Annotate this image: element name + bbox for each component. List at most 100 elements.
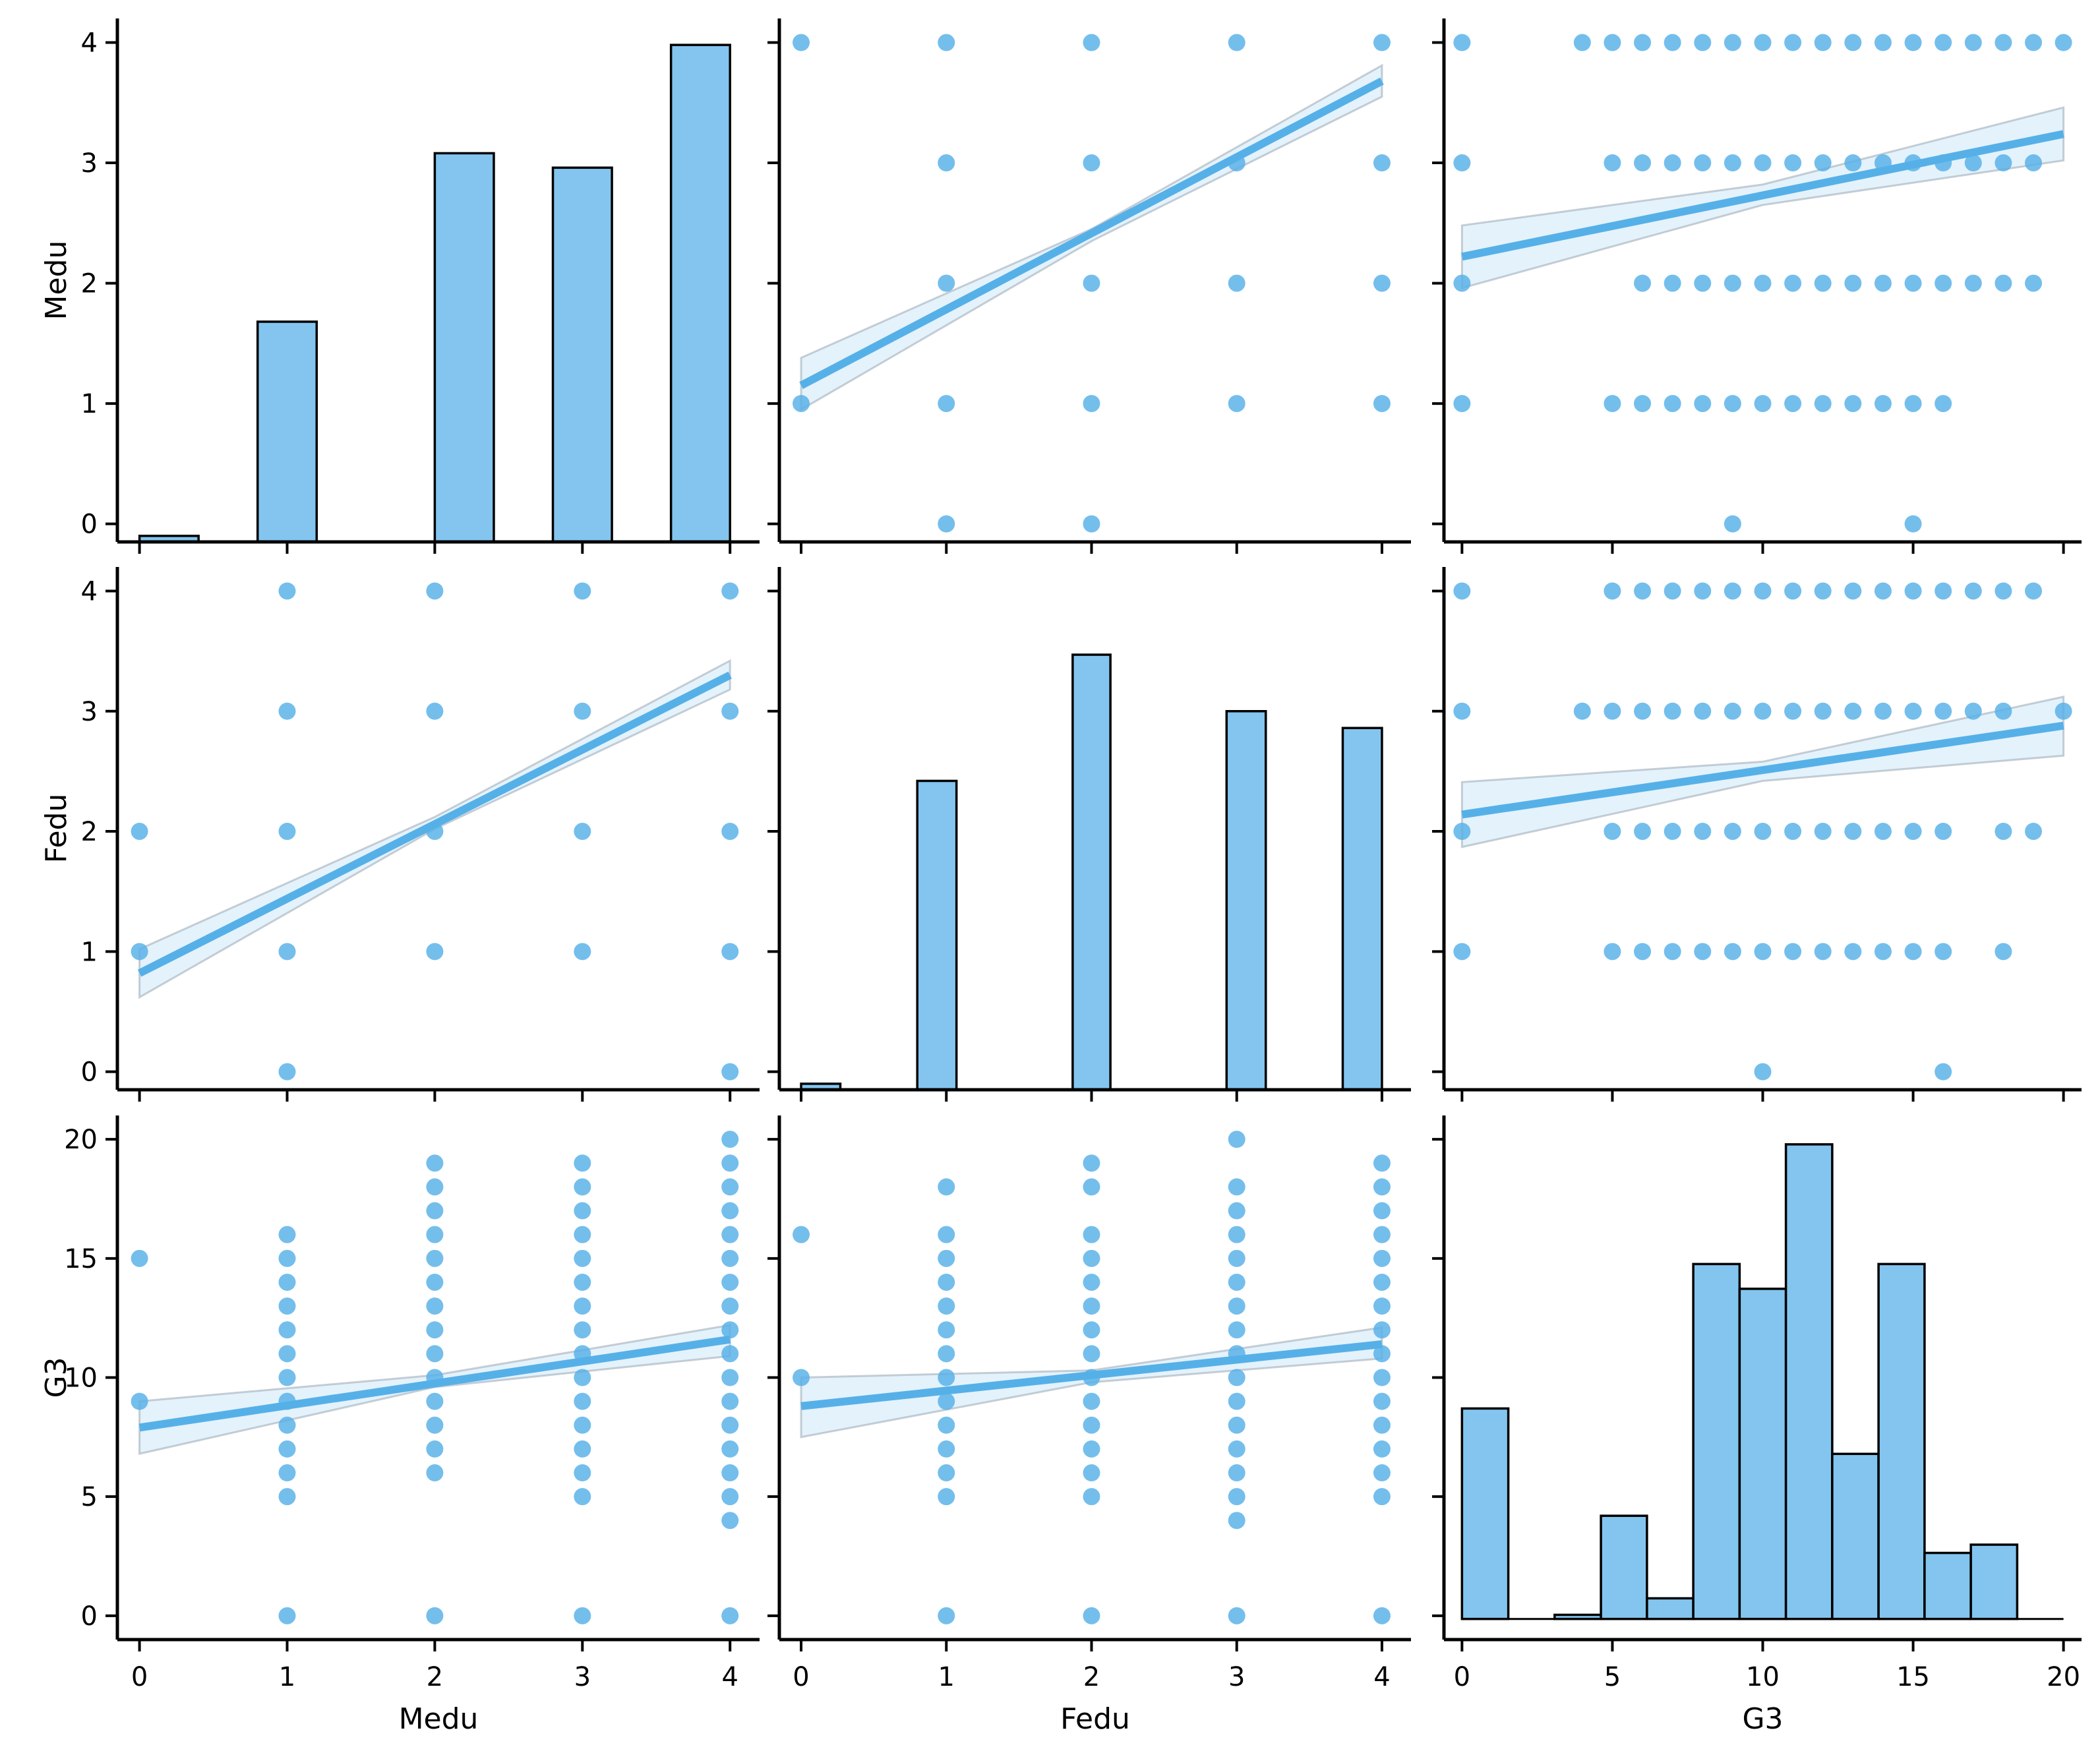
scatter-point — [1995, 34, 2012, 51]
scatter-point — [938, 1416, 955, 1434]
scatter-point — [1664, 943, 1681, 961]
scatter-point — [1754, 154, 1772, 172]
scatter-point — [1453, 702, 1471, 720]
y-tick-label: 10 — [64, 1363, 98, 1394]
scatter-point — [1634, 154, 1652, 172]
scatter-point — [1453, 582, 1471, 600]
scatter-point — [1373, 395, 1391, 413]
scatter-point — [1664, 702, 1681, 720]
scatter-point — [574, 1416, 591, 1434]
scatter-point — [1814, 823, 1832, 841]
y-tick-label: 0 — [81, 1601, 98, 1632]
scatter-point — [1935, 582, 1952, 600]
scatter-point — [938, 515, 955, 533]
scatter-point — [1083, 1321, 1100, 1339]
scatter-point — [721, 1392, 739, 1410]
scatter-point — [1874, 274, 1892, 292]
scatter-point — [426, 582, 444, 600]
scatter-point — [1228, 1512, 1245, 1529]
scatter-point — [1844, 154, 1862, 172]
y-axis-label: G3 — [40, 1357, 73, 1398]
scatter-point — [1228, 1202, 1245, 1220]
scatter-point — [1083, 515, 1100, 533]
scatter-point — [574, 1178, 591, 1196]
scatter-point — [938, 1440, 955, 1458]
regression-line — [800, 1340, 1383, 1410]
scatter-point — [1083, 1273, 1100, 1291]
scatter-point — [1228, 395, 1245, 413]
scatter-point — [1373, 1488, 1391, 1506]
scatter-point — [1373, 1416, 1391, 1434]
scatter-point — [1964, 154, 1982, 172]
scatter-point — [721, 1226, 739, 1243]
scatter-point — [1634, 395, 1652, 413]
x-tick-label: 1 — [279, 1662, 295, 1692]
y-tick-label: 3 — [81, 697, 98, 727]
scatter-point — [1904, 943, 1922, 961]
regression-line — [138, 1335, 731, 1432]
axes-2-0: 0 5 10 15 20 0 1 2 3 4 G3 Medu — [40, 1115, 760, 1736]
scatter-point — [278, 1249, 296, 1267]
x-tick-label: 0 — [131, 1662, 148, 1692]
scatter-point — [1604, 823, 1621, 841]
scatter-point — [938, 1321, 955, 1339]
scatter-point — [1724, 823, 1741, 841]
scatter-point — [1083, 154, 1100, 172]
scatter-point — [1083, 1297, 1100, 1315]
axes-0-2 — [1432, 18, 2082, 554]
x-tick-label: 3 — [574, 1662, 591, 1692]
scatter-point — [1784, 582, 1802, 600]
scatter-point — [426, 1273, 444, 1291]
y-tick-label: 4 — [81, 576, 98, 607]
x-tick-label: 10 — [1746, 1662, 1780, 1692]
scatter-point — [1453, 154, 1471, 172]
scatter-point — [1228, 1321, 1245, 1339]
scatter-point — [426, 1321, 444, 1339]
hist-bar — [1877, 1262, 1926, 1620]
scatter-point — [574, 1249, 591, 1267]
scatter-point — [2025, 34, 2043, 51]
scatter-point — [1373, 1273, 1391, 1291]
scatter-point — [1453, 274, 1471, 292]
scatter-point — [1664, 154, 1681, 172]
scatter-point — [1373, 274, 1391, 292]
histogram-Medu — [138, 44, 731, 543]
scatter-point — [1083, 34, 1100, 51]
scatter-point — [1874, 823, 1892, 841]
scatter-point — [1844, 943, 1862, 961]
scatter-point — [278, 1226, 296, 1243]
scatter-point — [1373, 154, 1391, 172]
x-tick-label: 0 — [793, 1662, 809, 1692]
scatter-point — [1904, 582, 1922, 600]
scatter-point — [1784, 823, 1802, 841]
scatter-point — [426, 702, 444, 720]
scatter-point — [1904, 823, 1922, 841]
scatter-point — [574, 1440, 591, 1458]
scatter-point — [1814, 702, 1832, 720]
x-tick-label: 4 — [721, 1662, 738, 1692]
scatter-point — [278, 1607, 296, 1624]
scatter-point — [278, 1488, 296, 1506]
scatter-point — [1964, 702, 1982, 720]
scatter-point — [1995, 582, 2012, 600]
scatter-point — [1784, 274, 1802, 292]
histogram-G3 — [1460, 1143, 2064, 1620]
scatter-point — [1453, 943, 1471, 961]
scatter-point — [1373, 1607, 1391, 1624]
scatter-point — [1083, 1226, 1100, 1243]
scatter-point — [1634, 702, 1652, 720]
y-tick-label: 3 — [81, 148, 98, 179]
scatter-point — [574, 1154, 591, 1172]
scatter-point — [574, 1607, 591, 1624]
hist-bar — [1692, 1262, 1741, 1620]
hist-bar — [1225, 710, 1267, 1091]
scatter-point — [1694, 154, 1712, 172]
scatter-point — [426, 1154, 444, 1172]
scatter-point — [278, 1063, 296, 1081]
scatter-point — [1784, 943, 1802, 961]
hist-bar — [1646, 1597, 1695, 1620]
scatter-point — [1724, 34, 1741, 51]
scatter-point — [1754, 34, 1772, 51]
scatter-point — [278, 1369, 296, 1386]
